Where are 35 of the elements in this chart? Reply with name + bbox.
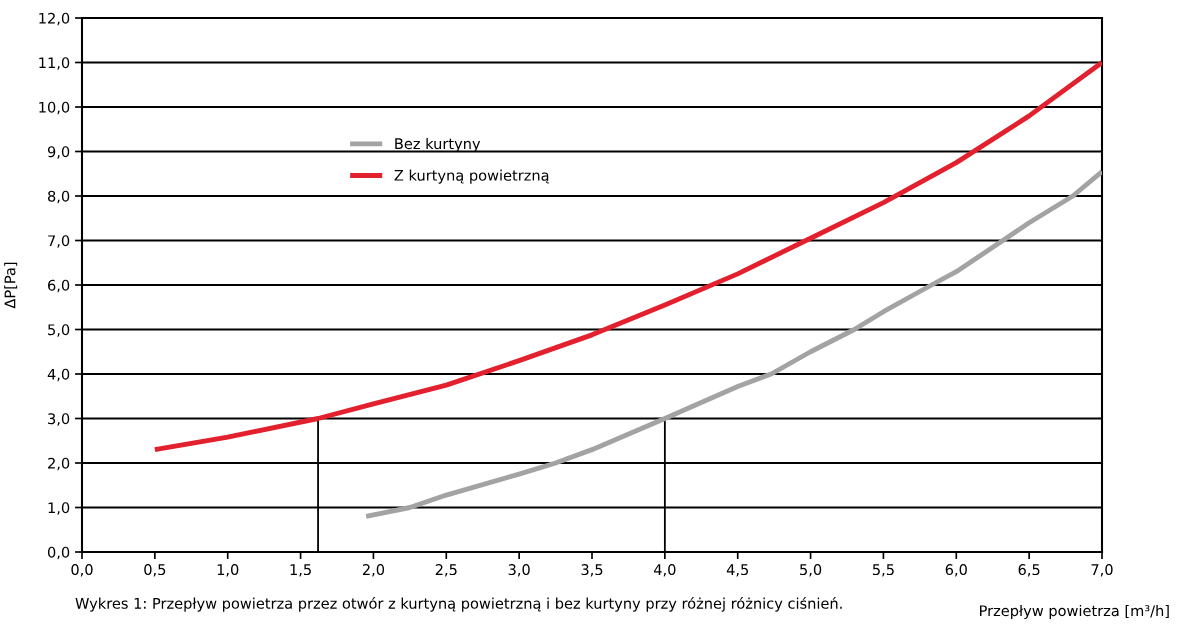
x-tick-label: 2,0 xyxy=(362,564,385,577)
x-tick-label: 3,5 xyxy=(581,564,603,577)
x-tick-label: 5,5 xyxy=(872,564,894,577)
text: Wykres 1: Przepływ powietrza przez otwór z kurtyną powietrzną i bez kurtyny przy różnej różnicy ciśnień. xyxy=(75,597,842,612)
legend-label: Z kurtyną powietrzną xyxy=(394,169,549,184)
x-tick-label: 6,5 xyxy=(1018,564,1040,577)
line-series xyxy=(363,169,1102,519)
x-tick-label: 4,0 xyxy=(653,564,676,577)
y-tick-label: 12,0 xyxy=(39,12,70,26)
x-axis-title: Przepływ powietrza [m³/h] xyxy=(980,604,1169,620)
x-tick-label: 5,0 xyxy=(800,564,822,577)
y-tick-label: 6,0 xyxy=(48,279,70,293)
y-tick-label: 11,0 xyxy=(39,57,70,70)
legend-label: Bez kurtyny xyxy=(395,137,481,153)
y-tick-label: 7,0 xyxy=(48,235,70,248)
x-tick-label: 6,0 xyxy=(945,564,967,577)
x-tick-label: 0,0 xyxy=(71,564,93,577)
y-tick-label: 2,0 xyxy=(48,457,70,471)
y-tick-label: 9,0 xyxy=(47,146,70,159)
y-tick-label: 1,0 xyxy=(48,502,70,515)
y-axis-title: ΔP[Pa] xyxy=(4,262,18,309)
x-tick-label: 2,5 xyxy=(435,564,457,577)
x-tick-label: 1,5 xyxy=(290,564,311,577)
x-tick-label: 4,5 xyxy=(726,564,749,577)
y-tick-label: 0,0 xyxy=(47,546,70,560)
x-tick-label: 7,0 xyxy=(1091,564,1113,577)
y-tick-label: 4,0 xyxy=(47,368,70,382)
y-tick-label: 5,0 xyxy=(48,324,70,337)
y-tick-label: 8,0 xyxy=(47,190,70,204)
y-tick-label: 10,0 xyxy=(39,101,70,115)
x-tick-label: 0,5 xyxy=(144,564,166,577)
line-series xyxy=(152,60,1102,453)
x-tick-label: 3,0 xyxy=(508,564,530,577)
x-tick-label: 1,0 xyxy=(217,564,239,577)
y-tick-label: 3,0 xyxy=(48,413,70,426)
